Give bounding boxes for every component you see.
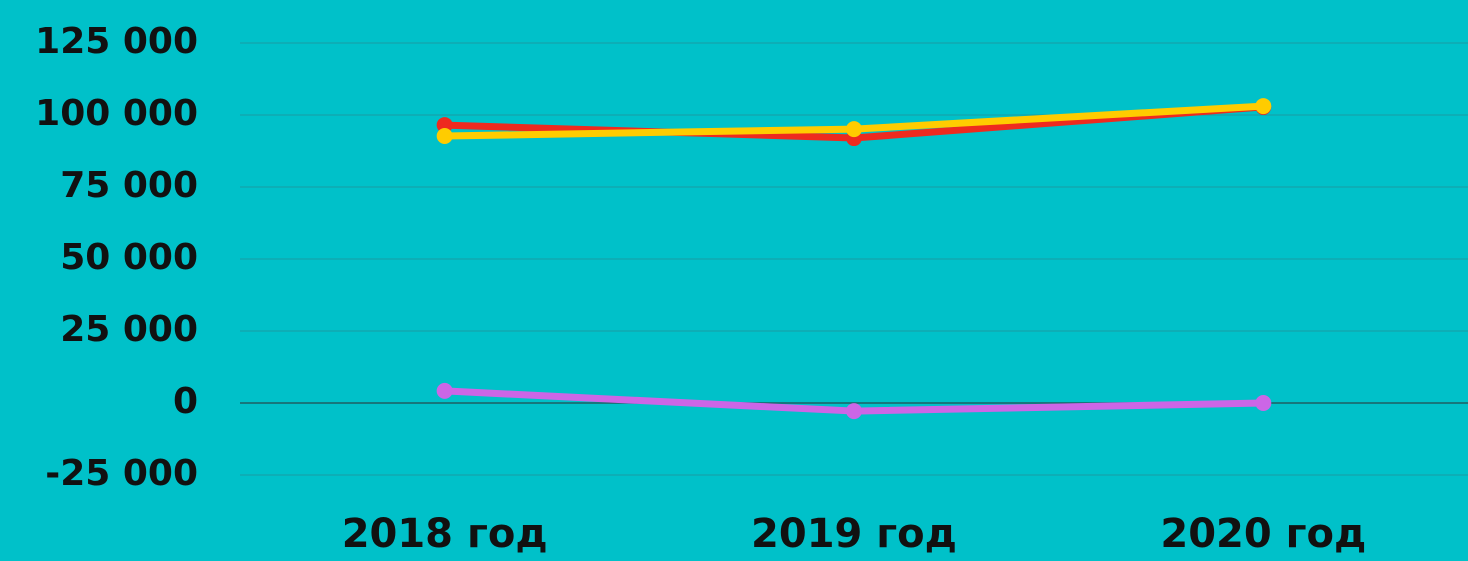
y-tick-label: 25 000 <box>60 309 198 350</box>
data-point <box>846 403 862 420</box>
y-tick-label: -25 000 <box>45 453 198 494</box>
data-point <box>436 128 453 145</box>
data-point <box>436 382 453 399</box>
data-point <box>1255 395 1272 411</box>
x-tick-label: 2018 год <box>342 511 548 557</box>
series <box>436 98 1272 145</box>
x-tick-label: 2019 год <box>751 511 957 557</box>
x-tick-label: 2020 год <box>1160 511 1366 557</box>
data-point <box>436 117 453 134</box>
series <box>436 382 1272 420</box>
y-tick-label: 50 000 <box>60 237 198 278</box>
data-point <box>846 121 862 138</box>
y-tick-label: 75 000 <box>60 165 198 206</box>
y-tick-label: 100 000 <box>35 93 198 134</box>
y-tick-label: 0 <box>173 381 198 422</box>
y-tick-label: 125 000 <box>35 21 198 62</box>
data-point <box>1255 98 1272 115</box>
